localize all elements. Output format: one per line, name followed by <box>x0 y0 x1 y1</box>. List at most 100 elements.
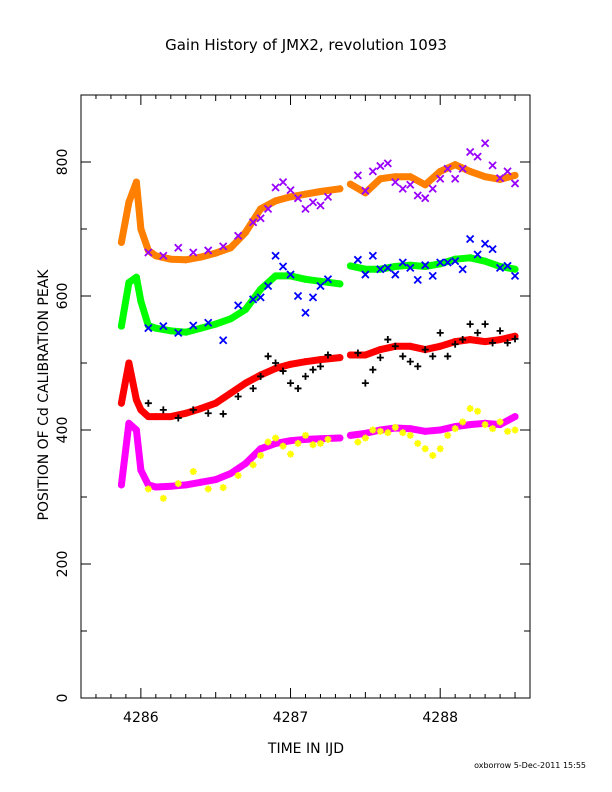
data-point <box>242 460 250 467</box>
data-point <box>316 439 324 447</box>
data-point <box>144 413 152 421</box>
data-point <box>465 234 475 244</box>
data-point <box>272 272 280 280</box>
data-point <box>257 445 265 453</box>
data-point <box>443 258 452 267</box>
data-point <box>451 257 460 266</box>
data-point <box>383 263 392 272</box>
data-point <box>466 254 474 262</box>
data-point <box>488 161 497 170</box>
data-point <box>316 201 325 210</box>
data-point <box>391 270 400 279</box>
data-point <box>398 184 407 193</box>
data-point <box>144 485 152 493</box>
data-point <box>272 364 280 372</box>
data-point <box>391 263 399 271</box>
data-point <box>234 231 243 240</box>
data-point <box>227 315 235 323</box>
data-point <box>510 271 520 281</box>
data-point <box>249 384 257 392</box>
data-point <box>272 359 280 367</box>
data-point <box>391 177 400 187</box>
data-point <box>302 190 309 198</box>
series-line <box>346 254 519 273</box>
x-tick-label: 4287 <box>273 710 309 726</box>
data-point <box>152 252 160 260</box>
data-point <box>219 242 228 251</box>
data-point <box>248 295 258 304</box>
data-point <box>144 248 153 257</box>
data-point <box>361 265 369 273</box>
data-point <box>421 261 430 270</box>
data-point <box>257 285 265 293</box>
data-point <box>301 308 310 317</box>
data-point <box>234 393 242 400</box>
data-point <box>376 427 384 435</box>
data-point <box>496 175 504 183</box>
data-point <box>287 379 295 387</box>
data-point <box>406 180 415 189</box>
data-point <box>263 204 273 214</box>
data-point <box>117 481 125 489</box>
data-point <box>302 275 309 283</box>
data-point <box>503 261 512 270</box>
data-point <box>488 244 497 254</box>
data-point <box>302 372 309 380</box>
data-point <box>219 484 227 492</box>
data-point <box>287 272 295 280</box>
data-marks <box>117 139 520 502</box>
data-point <box>436 329 444 337</box>
data-point <box>219 336 228 345</box>
series-group <box>117 332 519 421</box>
data-point <box>212 249 220 257</box>
data-point <box>278 177 288 187</box>
data-point <box>174 328 183 337</box>
data-point <box>384 336 392 344</box>
data-point <box>473 250 482 259</box>
data-point <box>481 257 489 265</box>
data-point <box>167 413 175 421</box>
data-point <box>336 185 344 193</box>
data-point <box>287 450 295 458</box>
data-point <box>368 167 377 176</box>
data-point <box>369 426 377 434</box>
data-point <box>204 485 212 493</box>
data-point <box>353 255 363 264</box>
data-point <box>413 275 422 285</box>
data-point <box>436 445 444 453</box>
series-group <box>117 413 519 491</box>
data-point <box>376 346 384 354</box>
data-point <box>256 214 265 223</box>
data-point <box>302 358 309 366</box>
data-point <box>436 342 444 350</box>
data-point <box>346 431 354 439</box>
data-point <box>316 356 324 364</box>
data-point <box>383 159 392 168</box>
data-point <box>459 418 467 426</box>
data-point <box>248 218 258 227</box>
data-point <box>496 418 504 426</box>
data-point <box>459 336 467 344</box>
data-point <box>511 426 519 434</box>
data-point <box>197 405 205 413</box>
data-point <box>174 480 182 488</box>
data-point <box>287 193 295 201</box>
data-point <box>406 425 414 433</box>
plot-frame <box>80 94 531 699</box>
data-point <box>436 260 444 268</box>
data-point <box>466 320 474 328</box>
data-point <box>132 273 140 281</box>
data-point <box>279 442 287 450</box>
data-point <box>316 362 324 370</box>
data-point <box>480 139 490 148</box>
data-point <box>458 164 467 173</box>
footer-stamp: oxborrow 5-Dec-2011 15:55 <box>474 761 586 770</box>
series-group <box>117 254 519 336</box>
data-point <box>308 198 318 207</box>
data-point <box>264 352 272 360</box>
data-point <box>451 340 459 348</box>
data-point <box>263 281 273 291</box>
data-point <box>398 258 407 267</box>
data-point <box>481 338 489 346</box>
